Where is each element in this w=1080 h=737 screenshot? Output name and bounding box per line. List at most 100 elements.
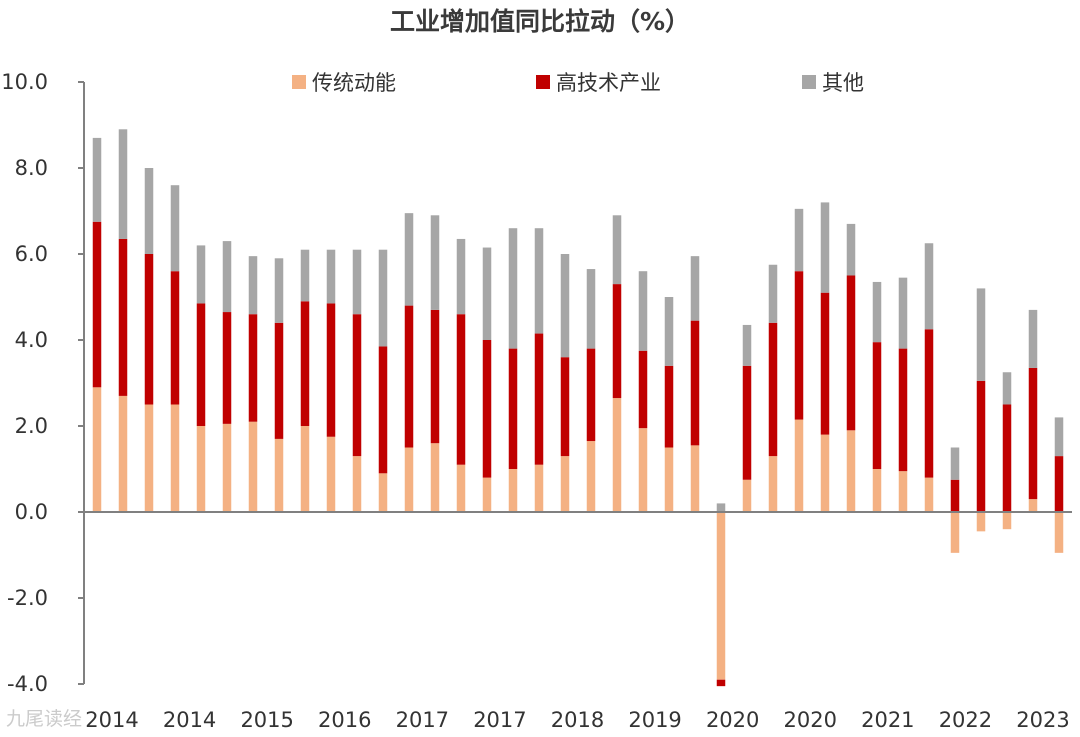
bar-traditional — [1002, 512, 1012, 530]
x-tick-label: 2020 — [706, 708, 759, 732]
bar-hightech — [898, 348, 908, 472]
bar-hightech — [976, 380, 986, 512]
bar-other — [742, 324, 752, 366]
bar-hightech — [118, 238, 128, 396]
bar-hightech — [1002, 404, 1012, 512]
bar-hightech — [950, 479, 960, 512]
x-tick-label: 2017 — [396, 708, 449, 732]
bar-traditional — [638, 428, 648, 512]
bar-other — [430, 215, 440, 310]
bar-other — [508, 228, 518, 349]
bar-other — [1028, 309, 1038, 368]
bar-hightech — [326, 303, 336, 437]
bar-traditional — [404, 447, 414, 512]
x-tick-label: 2016 — [318, 708, 371, 732]
bar-hightech — [430, 309, 440, 444]
bar-hightech — [1028, 367, 1038, 500]
x-tick-label: 2023 — [1016, 708, 1069, 732]
legend-label: 其他 — [822, 71, 864, 95]
bar-traditional — [586, 441, 596, 512]
bar-other — [404, 213, 414, 306]
y-tick-label: -2.0 — [7, 586, 48, 610]
bar-hightech — [664, 365, 674, 448]
bar-hightech — [612, 284, 622, 399]
bar-hightech — [300, 301, 310, 426]
y-tick-label: 8.0 — [15, 156, 48, 180]
bar-hightech — [690, 320, 700, 446]
bar-traditional — [690, 445, 700, 512]
x-tick-label: 2019 — [628, 708, 681, 732]
bar-other — [976, 288, 986, 381]
bar-other — [872, 281, 882, 343]
bar-traditional — [872, 469, 882, 512]
bar-traditional — [924, 477, 934, 512]
y-tick-label: 6.0 — [15, 242, 48, 266]
bar-hightech — [742, 365, 752, 480]
bar-other — [846, 223, 856, 276]
bar-traditional — [742, 479, 752, 512]
bar-other — [456, 238, 466, 315]
bar-traditional — [92, 387, 102, 512]
bar-traditional — [274, 438, 284, 512]
bar-traditional — [950, 512, 960, 553]
bar-traditional — [300, 426, 310, 512]
x-tick-label: 2022 — [939, 708, 992, 732]
bar-hightech — [456, 314, 466, 465]
y-tick-label: 2.0 — [15, 414, 48, 438]
bar-hightech — [92, 221, 102, 388]
bar-traditional — [898, 471, 908, 512]
bar-other — [170, 185, 180, 272]
bar-hightech — [248, 314, 258, 422]
bar-traditional — [482, 477, 492, 512]
bar-hightech — [378, 346, 388, 474]
bar-hightech — [1054, 456, 1064, 512]
legend-swatch — [536, 75, 550, 89]
bar-other — [690, 256, 700, 321]
bar-traditional — [768, 456, 778, 512]
bar-traditional — [144, 404, 154, 512]
x-tick-label: 2015 — [240, 708, 293, 732]
bar-other — [378, 249, 388, 347]
bar-other — [716, 503, 726, 512]
y-tick-label: 0.0 — [15, 500, 48, 524]
bar-other — [768, 264, 778, 323]
bar-traditional — [326, 436, 336, 512]
bar-other — [560, 254, 570, 358]
bar-traditional — [170, 404, 180, 512]
legend-label: 高技术产业 — [556, 71, 661, 95]
bar-hightech — [274, 322, 284, 439]
x-tick-label: 2014 — [85, 708, 138, 732]
bar-hightech — [820, 292, 830, 435]
bar-other — [248, 256, 258, 315]
bar-traditional — [716, 512, 726, 680]
bar-hightech — [846, 275, 856, 431]
x-tick-label: 2021 — [861, 708, 914, 732]
bar-hightech — [404, 305, 414, 448]
bar-other — [92, 137, 102, 222]
legend-label: 传统动能 — [312, 71, 396, 95]
bar-traditional — [820, 434, 830, 512]
bar-hightech — [716, 679, 726, 687]
bar-other — [1054, 417, 1064, 457]
bar-traditional — [976, 512, 986, 532]
bar-hightech — [352, 314, 362, 457]
bar-other — [144, 168, 154, 254]
bar-hightech — [924, 329, 934, 478]
x-tick-label: 2017 — [473, 708, 526, 732]
bar-traditional — [118, 395, 128, 512]
bar-other — [1002, 372, 1012, 405]
bar-traditional — [664, 447, 674, 512]
bar-traditional — [846, 430, 856, 512]
bar-hightech — [222, 312, 232, 424]
bar-traditional — [196, 426, 206, 512]
y-tick-label: 4.0 — [15, 328, 48, 352]
bar-traditional — [1028, 499, 1038, 512]
bar-traditional — [534, 464, 544, 512]
bar-other — [820, 202, 830, 293]
x-tick-label: 2018 — [551, 708, 604, 732]
bar-traditional — [560, 456, 570, 512]
bar-hightech — [560, 357, 570, 457]
legend-swatch — [292, 75, 306, 89]
bar-hightech — [534, 333, 544, 465]
